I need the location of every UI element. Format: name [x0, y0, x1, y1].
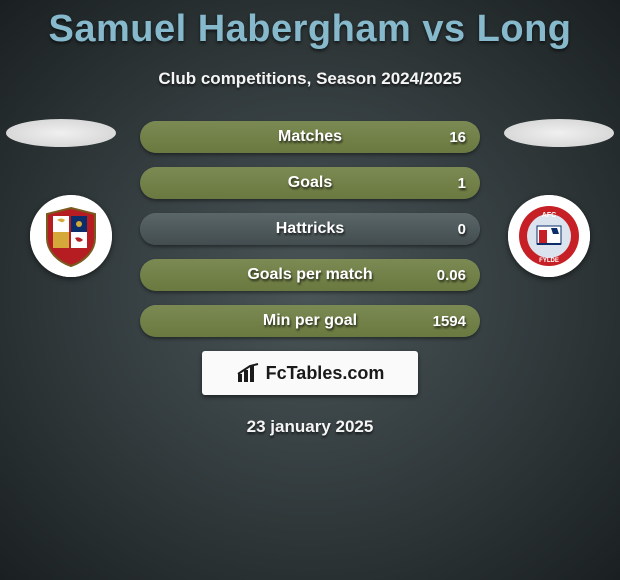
stat-value-right: 0.06 [437, 259, 466, 291]
stat-label: Matches [140, 121, 480, 153]
stat-label: Min per goal [140, 305, 480, 337]
shield-icon [39, 204, 103, 268]
brand-box[interactable]: FcTables.com [202, 351, 418, 395]
stat-value-right: 1594 [433, 305, 466, 337]
stat-row: Hattricks0 [140, 213, 480, 245]
club-crest-left [30, 195, 112, 277]
page-title: Samuel Habergham vs Long [0, 0, 620, 51]
subtitle: Club competitions, Season 2024/2025 [0, 69, 620, 89]
club-crest-right: AFC FYLDE [508, 195, 590, 277]
stat-label: Goals [140, 167, 480, 199]
stat-row: Matches16 [140, 121, 480, 153]
stat-rows: Matches16 Goals1 Hattricks0 Goals per match… [140, 119, 480, 337]
stat-value-right: 1 [458, 167, 466, 199]
svg-text:AFC: AFC [542, 212, 556, 219]
stat-value-right: 0 [458, 213, 466, 245]
stat-label: Hattricks [140, 213, 480, 245]
chart-icon [236, 362, 260, 384]
stat-row: Goals per match0.06 [140, 259, 480, 291]
stat-row: Goals1 [140, 167, 480, 199]
brand-label: FcTables.com [266, 363, 385, 384]
svg-text:FYLDE: FYLDE [539, 258, 559, 264]
comparison-stage: AFC FYLDE Matches16 Goals1 Hattricks0 Goals… [0, 119, 620, 337]
date-line: 23 january 2025 [0, 417, 620, 437]
stat-label: Goals per match [140, 259, 480, 291]
stat-value-right: 16 [449, 121, 466, 153]
platform-left [6, 119, 116, 147]
stat-row: Min per goal1594 [140, 305, 480, 337]
badge-icon: AFC FYLDE [517, 204, 581, 268]
platform-right [504, 119, 614, 147]
